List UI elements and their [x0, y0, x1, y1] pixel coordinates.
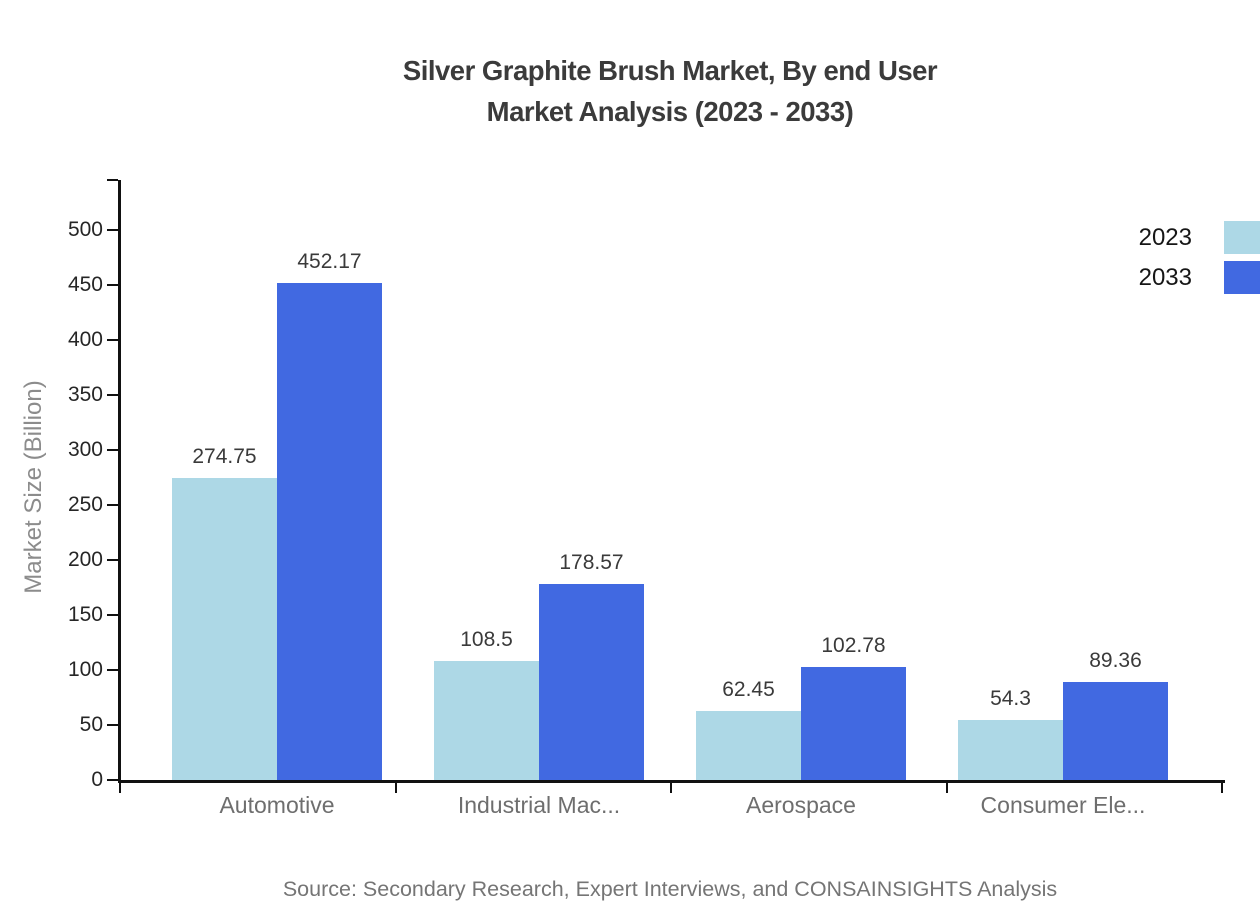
bar-2033-automotive: [277, 282, 382, 780]
bar-value-label-2033-consumer-ele: 89.36: [1089, 648, 1142, 672]
y-tick-label: 350: [67, 383, 103, 406]
x-tick-mark: [1221, 783, 1223, 793]
y-tick-label: 450: [67, 273, 103, 296]
source-note: Source: Secondary Research, Expert Inter…: [282, 877, 1058, 901]
legend-label-2023: 2023: [1138, 224, 1192, 251]
y-tick-label: 300: [67, 438, 103, 461]
chart-title-line-2: Market Analysis (2023 - 2033): [486, 96, 854, 127]
chart-title: Silver Graphite Brush Market, By end Use…: [80, 50, 1260, 132]
x-category-label-industrial-mac: Industrial Mac...: [457, 792, 621, 818]
bar-2023-automotive: [172, 477, 277, 780]
bar-value-label-2023-aerospace: 62.45: [722, 678, 775, 702]
y-tick-label: 200: [67, 548, 103, 571]
y-tick-label: 100: [67, 658, 103, 681]
chart-title-line-1: Silver Graphite Brush Market, By end Use…: [402, 55, 938, 86]
bar-2023-aerospace: [696, 711, 801, 780]
x-tick-mark: [119, 783, 121, 793]
bar-value-label-2033-industrial-mac: 178.57: [559, 550, 624, 574]
y-axis-line: [118, 180, 121, 783]
bar-2023-industrial-mac: [434, 660, 539, 780]
bar-2033-consumer-ele: [1063, 681, 1168, 780]
y-tick-label: 150: [67, 603, 103, 626]
bar-value-label-2023-automotive: 274.75: [192, 444, 257, 468]
y-tick-mark: [107, 779, 118, 781]
x-tick-mark: [394, 783, 397, 793]
y-tick-label: 400: [67, 328, 103, 351]
legend-label-2033: 2033: [1138, 264, 1192, 291]
y-tick-mark: [107, 339, 118, 341]
bar-value-label-2023-consumer-ele: 54.3: [990, 687, 1031, 711]
x-tick-mark: [945, 783, 948, 793]
x-category-label-automotive: Automotive: [219, 792, 335, 818]
bar-value-label-2033-automotive: 452.17: [297, 249, 362, 273]
y-tick-mark: [107, 449, 118, 451]
legend-swatch-2023: [1224, 221, 1260, 254]
y-tick-mark: [107, 614, 118, 616]
legend-swatch-2033: [1224, 261, 1260, 294]
y-tick-mark: [107, 394, 118, 396]
y-tick-mark: [107, 229, 118, 231]
y-tick-mark: [107, 284, 118, 286]
x-category-label-consumer-ele: Consumer Ele...: [980, 792, 1146, 818]
x-axis-line: [118, 780, 1225, 783]
y-axis-top-tick: [107, 179, 118, 181]
y-tick-mark: [107, 669, 118, 671]
bar-2023-consumer-ele: [958, 720, 1063, 780]
y-tick-mark: [107, 724, 118, 726]
bar-value-label-2023-industrial-mac: 108.5: [460, 627, 513, 651]
bar-2033-industrial-mac: [539, 583, 644, 780]
bar-value-label-2033-aerospace: 102.78: [821, 633, 886, 657]
y-tick-label: 500: [67, 218, 103, 241]
x-tick-mark: [670, 783, 672, 793]
x-category-label-aerospace: Aerospace: [746, 792, 856, 818]
y-tick-label: 0: [91, 768, 103, 791]
y-tick-label: 250: [67, 493, 103, 516]
bar-2033-aerospace: [801, 666, 906, 780]
y-tick-mark: [107, 559, 118, 561]
y-tick-mark: [107, 504, 118, 506]
y-tick-label: 50: [79, 713, 103, 736]
